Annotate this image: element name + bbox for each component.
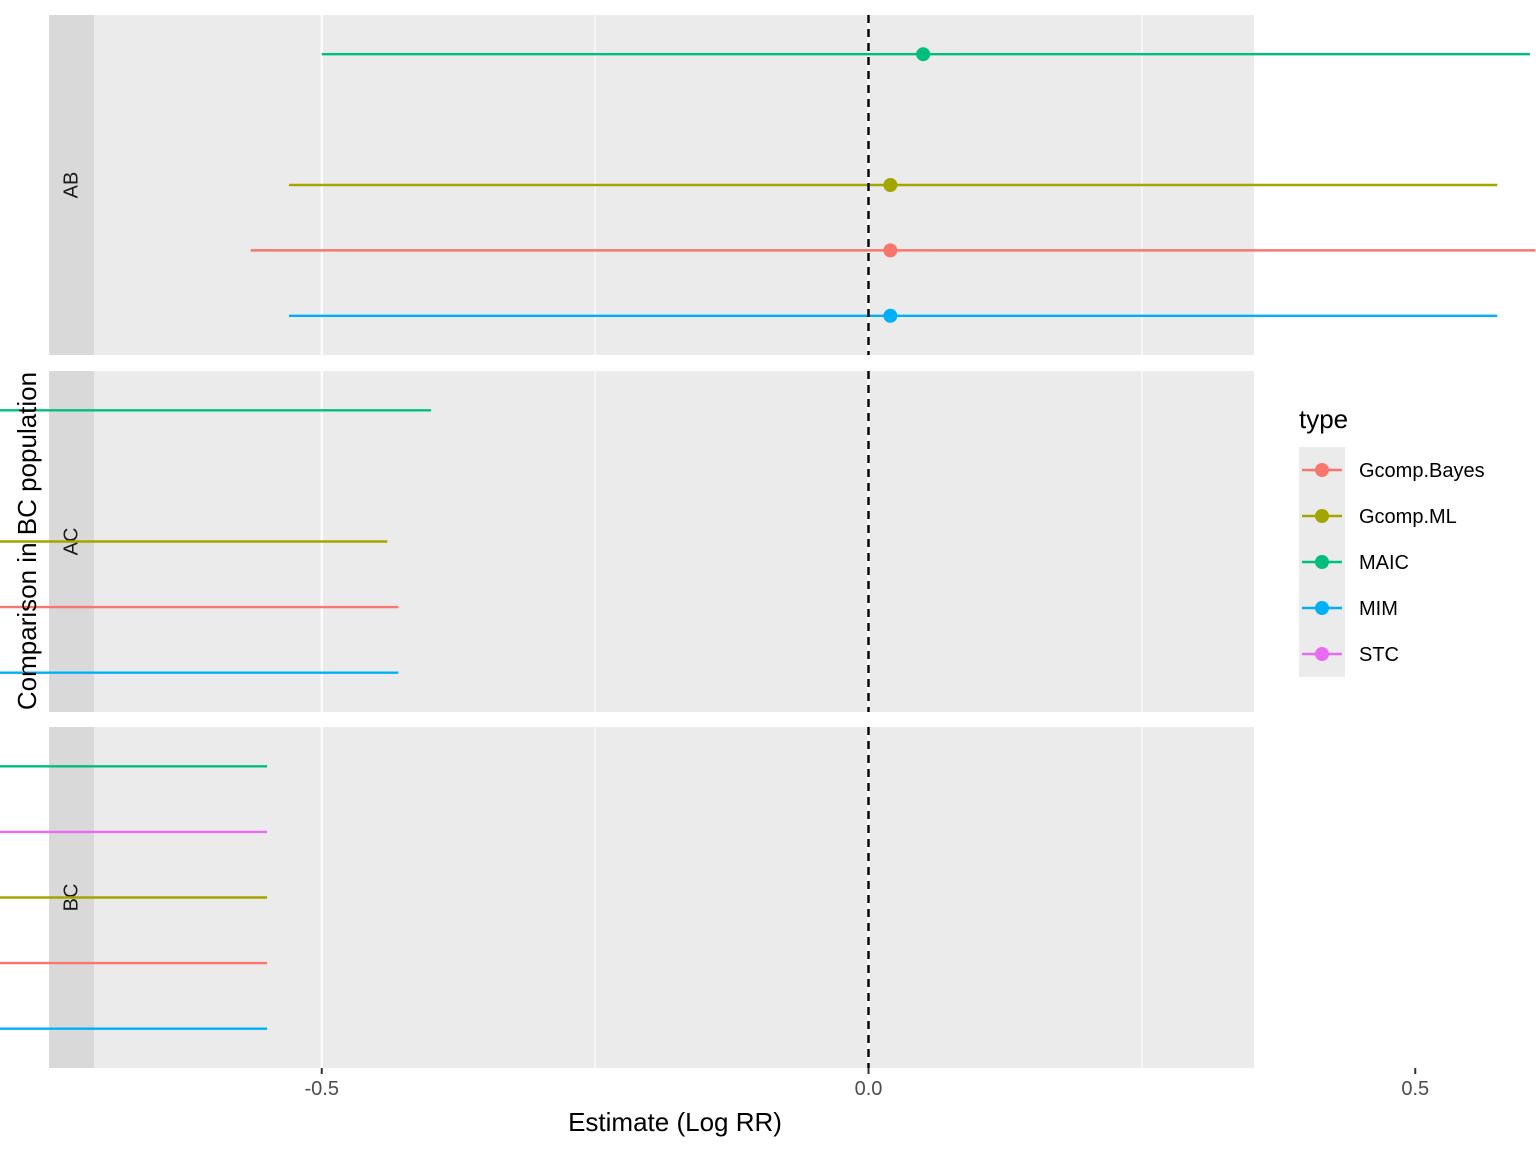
point-mim — [883, 308, 898, 323]
legend: type Gcomp.Bayes Gcomp.ML MAIC MIM STC — [1299, 404, 1485, 677]
legend-key-point — [1315, 647, 1329, 661]
panel-bc: BC — [0, 727, 1417, 1068]
panel-ab: AB — [47, 15, 1536, 355]
legend-label: Gcomp.Bayes — [1359, 460, 1485, 482]
x-axis-title: Estimate (Log RR) — [568, 1107, 782, 1137]
panel-ac: AC — [0, 371, 1417, 712]
x-tick-label: 0.5 — [1401, 1078, 1429, 1100]
legend-key-point — [1315, 509, 1329, 523]
strip-label: AB — [61, 172, 83, 199]
legend-item-stc: STC — [1302, 644, 1399, 666]
legend-label: MIM — [1359, 598, 1398, 620]
legend-title: type — [1299, 404, 1348, 434]
strip-background — [49, 15, 94, 355]
point-gcomp-ml — [883, 178, 898, 192]
x-tick-label: -0.5 — [305, 1078, 339, 1100]
legend-key-point — [1315, 601, 1329, 615]
legend-item-gcomp-bayes: Gcomp.Bayes — [1302, 460, 1485, 482]
y-axis-title: Comparison in BC population — [12, 372, 42, 710]
panel-background — [94, 727, 1254, 1068]
x-tick-label: 0.0 — [855, 1078, 883, 1100]
legend-key-point — [1315, 463, 1329, 477]
legend-item-mim: MIM — [1302, 598, 1398, 620]
legend-label: MAIC — [1359, 552, 1409, 574]
point-maic — [916, 47, 931, 62]
legend-item-gcomp-ml: Gcomp.ML — [1302, 506, 1457, 528]
legend-item-maic: MAIC — [1302, 552, 1409, 574]
legend-key-point — [1315, 555, 1329, 569]
point-gcomp-bayes — [883, 243, 898, 258]
legend-label: STC — [1359, 644, 1399, 666]
legend-label: Gcomp.ML — [1359, 506, 1457, 528]
x-axis: -1.0-0.50.00.5 — [305, 1068, 1429, 1100]
